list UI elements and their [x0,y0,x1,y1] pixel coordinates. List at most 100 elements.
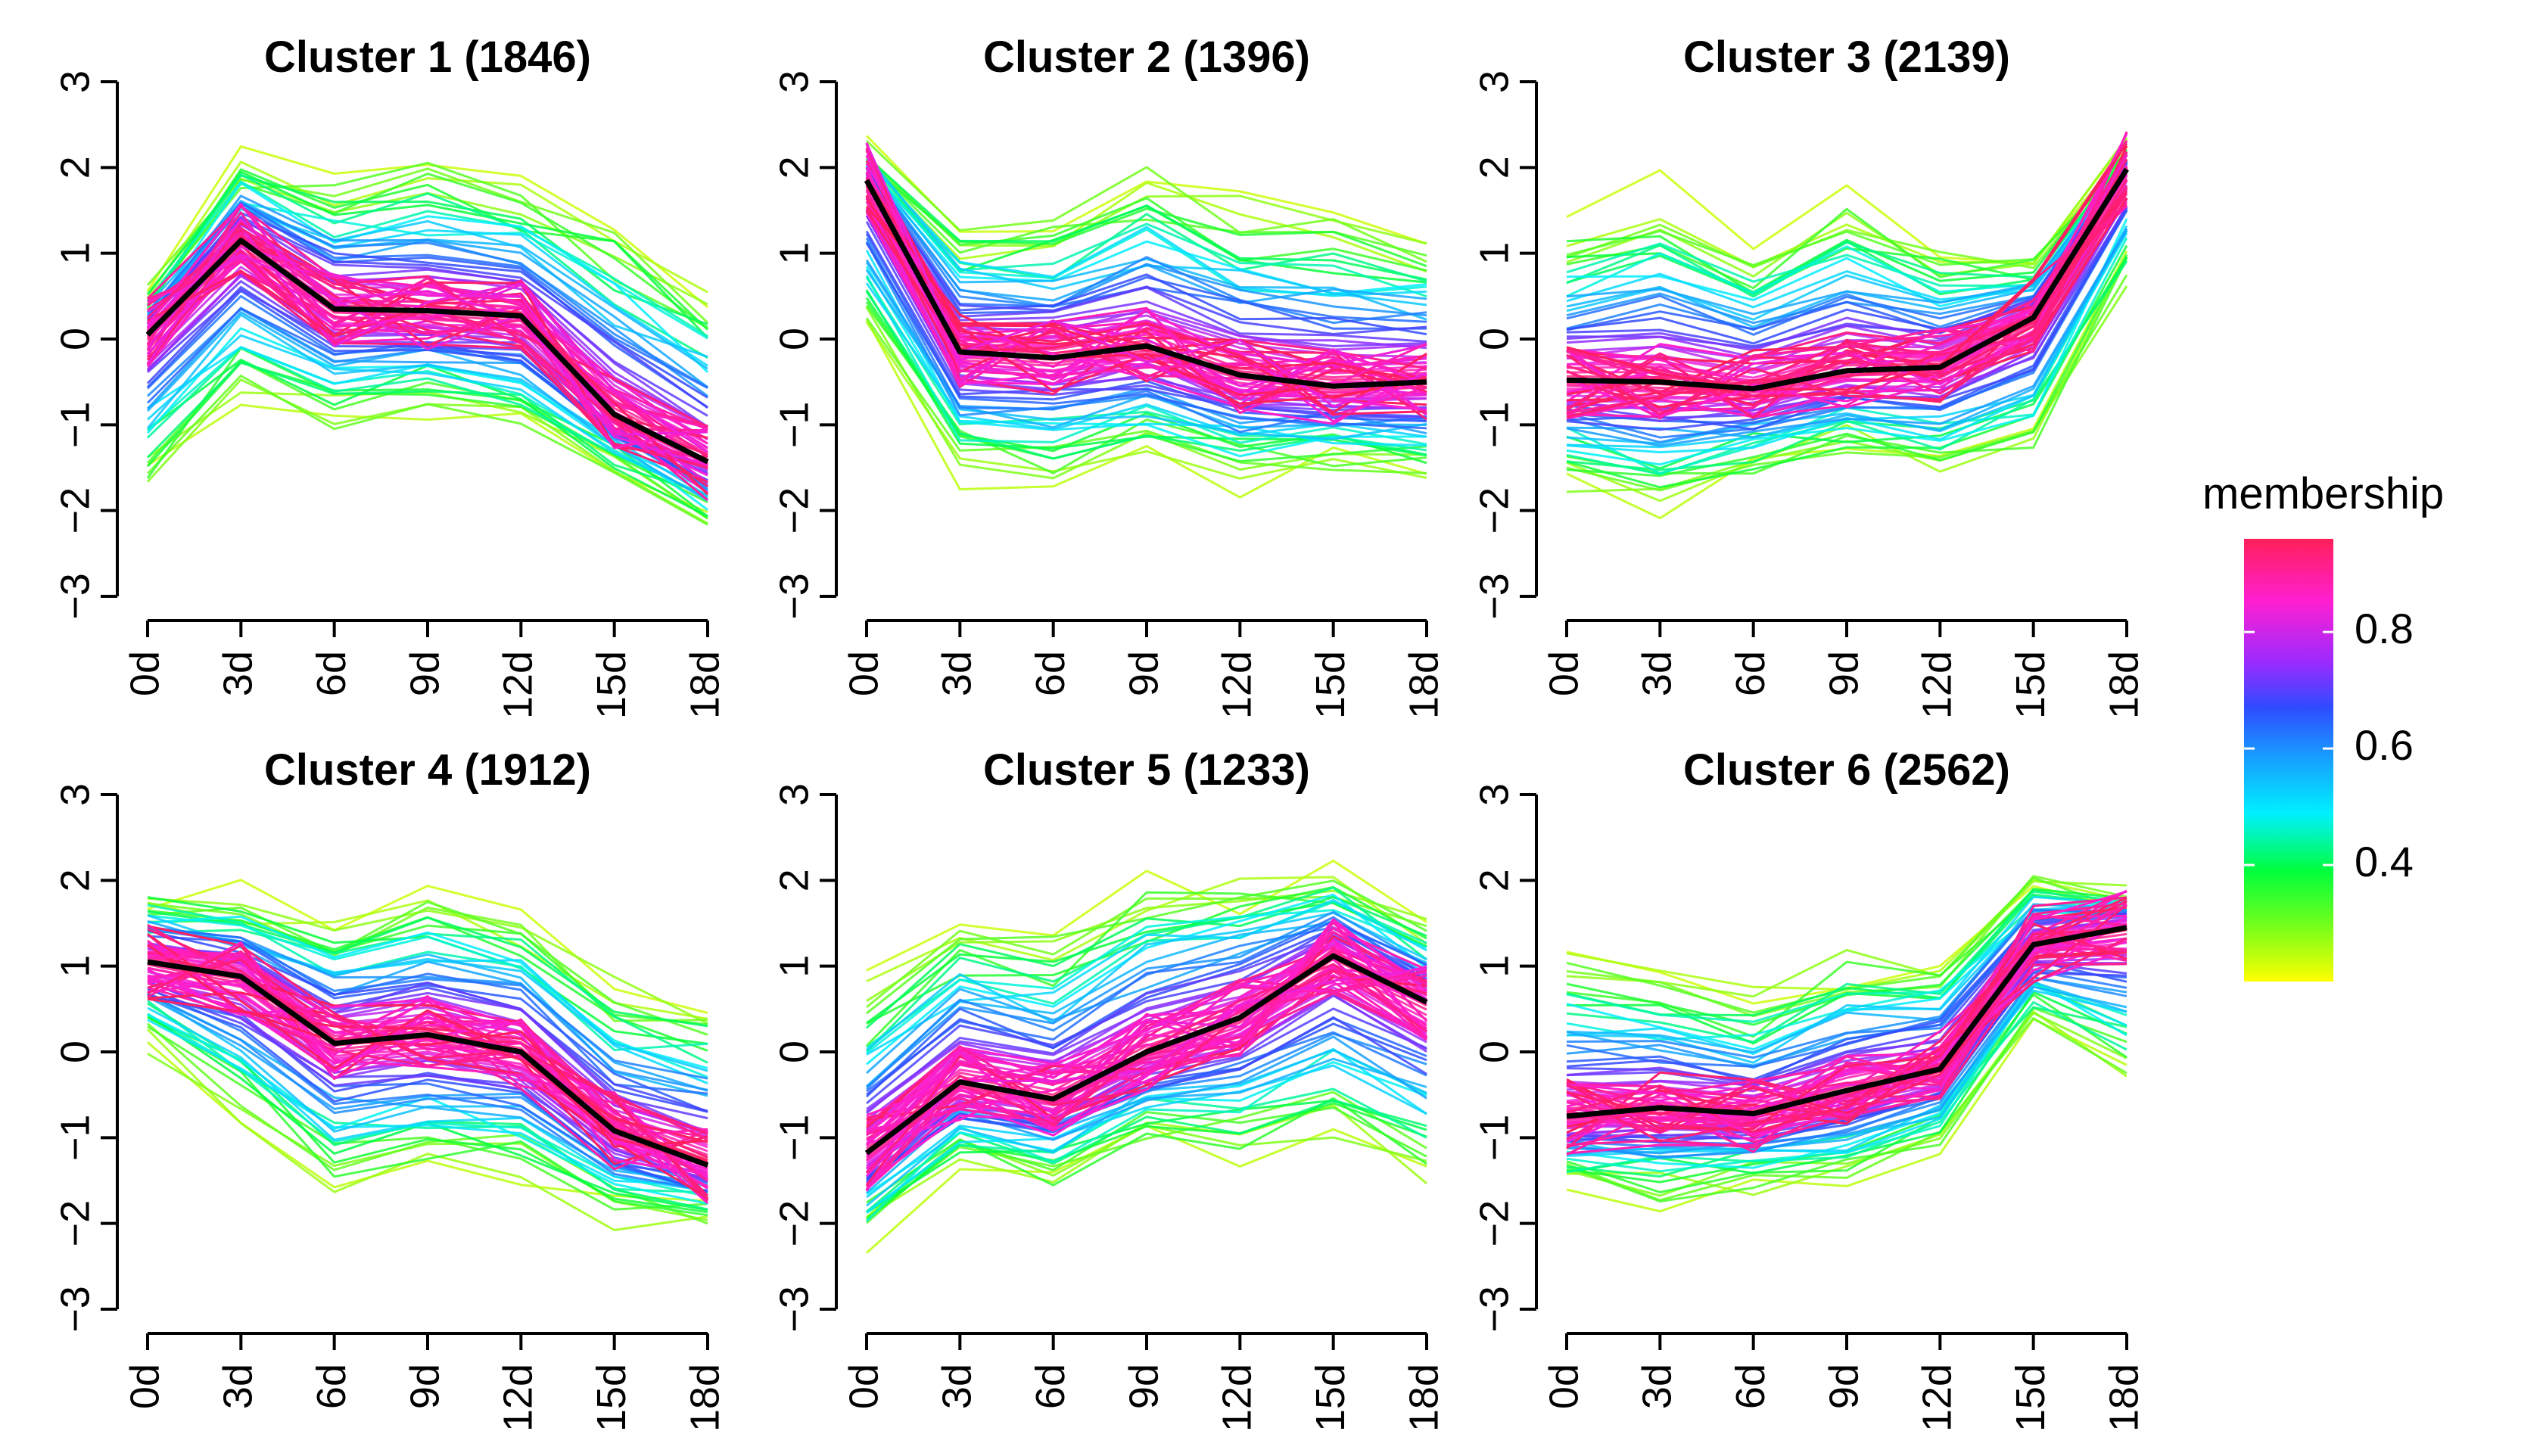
y-tick-label: 0 [771,328,817,350]
y-tick-label: 0 [1471,1041,1517,1063]
member-profile-line [866,1090,1427,1219]
member-profile-line [865,165,1427,325]
member-profile-line [865,171,1427,347]
core-profile-line [1566,937,2127,1128]
y-tick-label: 2 [52,156,98,179]
member-profile-line [865,261,1427,440]
member-profile-line [865,317,1427,474]
member-profile-line [1566,1006,2127,1178]
centroid-line [147,959,709,1168]
core-profile-line [865,974,1427,1190]
member-profile-line [146,180,708,338]
x-axis: 0d 3d 6d 9d 12d 15d 18d [1541,619,2146,719]
member-profile-line [146,334,708,499]
member-profile-line [146,161,708,329]
member-profile-line [866,950,1427,1145]
y-tick-label: 1 [52,955,98,978]
member-profile-line [147,902,708,1022]
x-tick-label: 9d [1821,1364,1866,1409]
member-profile-line [865,319,1427,499]
core-profile-line [146,218,708,466]
y-tick-label: 2 [52,869,98,891]
y-tick-label: −3 [771,1286,817,1333]
member-profile-line [1566,151,2128,269]
member-profile-line [1566,218,2128,466]
x-tick-label: 12d [1915,1364,1960,1432]
y-tick-label: 1 [1471,242,1517,265]
y-tick-label: 0 [1471,328,1517,350]
y-tick-label: −1 [1471,1115,1517,1162]
member-profile-line [1566,985,2127,1156]
member-profile-line [147,1019,708,1187]
member-profile-line [1566,895,2127,1055]
member-profile-line [1566,230,2128,439]
y-axis: 3 2 1 0 −1 −2 −3 [771,70,838,620]
member-profile-line [147,987,708,1192]
y-tick-label: −2 [52,1200,98,1247]
member-profile-line [1566,993,2127,1193]
member-profile-line [866,1064,1427,1199]
panel-title: Cluster 3 (2139) [1683,33,2010,82]
x-tick-label: 0d [841,1364,886,1409]
panel-title: Cluster 4 (1912) [264,745,591,795]
core-profile-line [146,245,708,477]
member-profile-line [147,879,708,1014]
y-tick-label: 0 [771,1041,817,1063]
core-profile-line [146,227,708,462]
y-tick-label: 3 [1471,70,1517,93]
member-profile-line [147,1006,708,1193]
core-profile-line [147,271,708,469]
y-tick-label: 1 [1471,955,1517,978]
y-tick-label: 3 [771,783,817,806]
member-profile-line [147,1025,708,1211]
member-profile-line [865,167,1427,317]
member-profile-line [147,920,708,1092]
core-profile-line [865,188,1427,416]
cluster-5-panel: Cluster 5 (1233) 3 2 1 0 −1 −2 −3 0d 3d 6d 9d 12d 15d… [771,745,1446,1432]
core-profile-line [146,226,708,453]
member-profile-line [1566,137,2128,278]
x-tick-label: 6d [309,1364,354,1409]
member-profile-line [147,901,708,1036]
member-profile-line [865,249,1427,446]
member-profile-line [865,321,1427,480]
centroid-line [864,953,1428,1156]
member-profile-line [866,1097,1427,1204]
member-profile-line [1566,138,2128,265]
y-tick-label: −1 [771,402,817,449]
x-tick-label: 0d [122,1364,167,1409]
member-profile-line [146,194,708,397]
core-profile-line [147,932,708,1163]
member-profile-line [147,1013,708,1205]
member-profile-line [1566,256,2128,470]
y-tick-label: 2 [1471,156,1517,179]
x-axis: 0d 3d 6d 9d 12d 15d 18d [841,1332,1446,1432]
member-profile-line [1566,903,2127,1053]
x-tick-label: 3d [1635,651,1680,696]
x-tick-label: 15d [1308,651,1353,719]
member-profile-line [865,140,1427,263]
y-tick-label: 3 [52,783,98,806]
cluster-2-panel: Cluster 2 (1396) 3 2 1 0 −1 −2 −3 0d 3d 6d 9d 12d 15d… [771,33,1446,719]
y-tick-label: 3 [1471,783,1517,806]
x-tick-label: 12d [496,651,541,719]
x-tick-label: 9d [1121,651,1166,696]
y-axis: 3 2 1 0 −1 −2 −3 [1471,70,1538,620]
core-profile-line [865,154,1427,395]
x-axis: 0d 3d 6d 9d 12d 15d 18d [1541,1332,2146,1432]
core-profile-line [147,997,708,1143]
core-profile-line [865,154,1427,400]
member-profile-line [865,159,1427,297]
x-tick-label: 6d [1728,651,1773,696]
panel-title: Cluster 1 (1846) [264,33,591,82]
member-lines [146,879,709,1231]
y-tick-label: 3 [771,70,817,93]
y-tick-label: −1 [52,402,98,449]
x-tick-label: 18d [1401,651,1446,719]
y-tick-label: −2 [1471,487,1517,534]
member-profile-line [147,914,708,1078]
member-profile-line [146,170,709,339]
centroid-line [1566,925,2127,1119]
core-profile-line [1566,179,2128,394]
membership-legend: membership 0.8 0.6 0.4 [2202,469,2444,982]
